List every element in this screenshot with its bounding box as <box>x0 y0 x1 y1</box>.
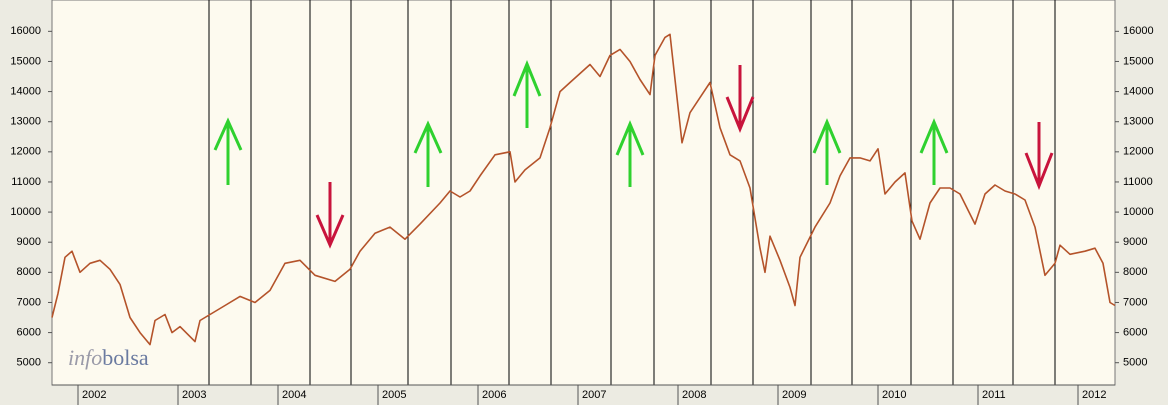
x-tick-label: 2008 <box>682 389 706 401</box>
watermark-prefix: info <box>68 345 102 370</box>
x-tick-label: 2007 <box>582 389 606 401</box>
y2-tick-label: 7000 <box>1123 296 1147 308</box>
y-tick-label: 7000 <box>17 296 41 308</box>
x-tick-label: 2005 <box>382 389 406 401</box>
y2-tick-label: 6000 <box>1123 326 1147 338</box>
x-tick-label: 2002 <box>82 389 106 401</box>
x-tick-label: 2011 <box>982 389 1006 401</box>
y-tick-label: 5000 <box>17 357 41 369</box>
y-tick-label: 14000 <box>10 85 41 97</box>
y-tick-label: 12000 <box>10 146 41 158</box>
down-arrows <box>315 65 1054 249</box>
y2-tick-label: 13000 <box>1123 116 1154 128</box>
y2-tick-label: 16000 <box>1123 25 1154 37</box>
y2-tick-label: 10000 <box>1123 206 1154 218</box>
x-tick-label: 2004 <box>282 389 306 401</box>
x-tick-label: 2003 <box>182 389 206 401</box>
y-tick-label: 6000 <box>17 326 41 338</box>
y2-tick-label: 5000 <box>1123 357 1147 369</box>
y-tick-label: 15000 <box>10 55 41 67</box>
x-tick-label: 2006 <box>482 389 506 401</box>
y-tick-label: 11000 <box>11 176 41 188</box>
y-tick-label: 16000 <box>10 25 41 37</box>
plot-area <box>51 0 1116 386</box>
y-tick-label: 10000 <box>10 206 41 218</box>
up-arrows <box>213 60 949 187</box>
y2-tick-label: 11000 <box>1123 176 1153 188</box>
y2-tick-label: 8000 <box>1123 266 1147 278</box>
y2-tick-label: 15000 <box>1123 55 1154 67</box>
period-lines <box>208 0 1056 385</box>
x-tick-label: 2012 <box>1082 389 1106 401</box>
y-tick-label: 8000 <box>17 266 41 278</box>
y-tick-label: 9000 <box>17 236 41 248</box>
y2-tick-label: 12000 <box>1123 146 1154 158</box>
watermark-suffix: bolsa <box>102 345 149 370</box>
y-tick-label: 13000 <box>10 116 41 128</box>
y2-tick-label: 9000 <box>1123 236 1147 248</box>
x-tick-label: 2010 <box>882 389 906 401</box>
watermark: infobolsa <box>68 345 149 370</box>
price-line <box>51 33 1116 346</box>
x-tick-label: 2009 <box>782 389 806 401</box>
y2-tick-label: 14000 <box>1123 85 1154 97</box>
